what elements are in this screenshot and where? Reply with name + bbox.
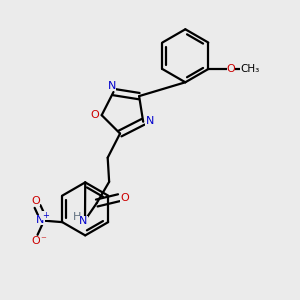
Text: +: + — [42, 211, 49, 220]
Text: O: O — [32, 236, 40, 246]
Text: O: O — [32, 196, 40, 206]
Text: CH₃: CH₃ — [241, 64, 260, 74]
Text: O: O — [226, 64, 235, 74]
Text: H: H — [73, 212, 81, 222]
Text: N: N — [146, 116, 154, 126]
Text: O: O — [91, 110, 100, 120]
Text: ⁻: ⁻ — [40, 236, 46, 246]
Text: O: O — [120, 193, 129, 203]
Text: N: N — [36, 215, 45, 225]
Text: N: N — [108, 81, 116, 91]
Text: N: N — [79, 216, 88, 226]
